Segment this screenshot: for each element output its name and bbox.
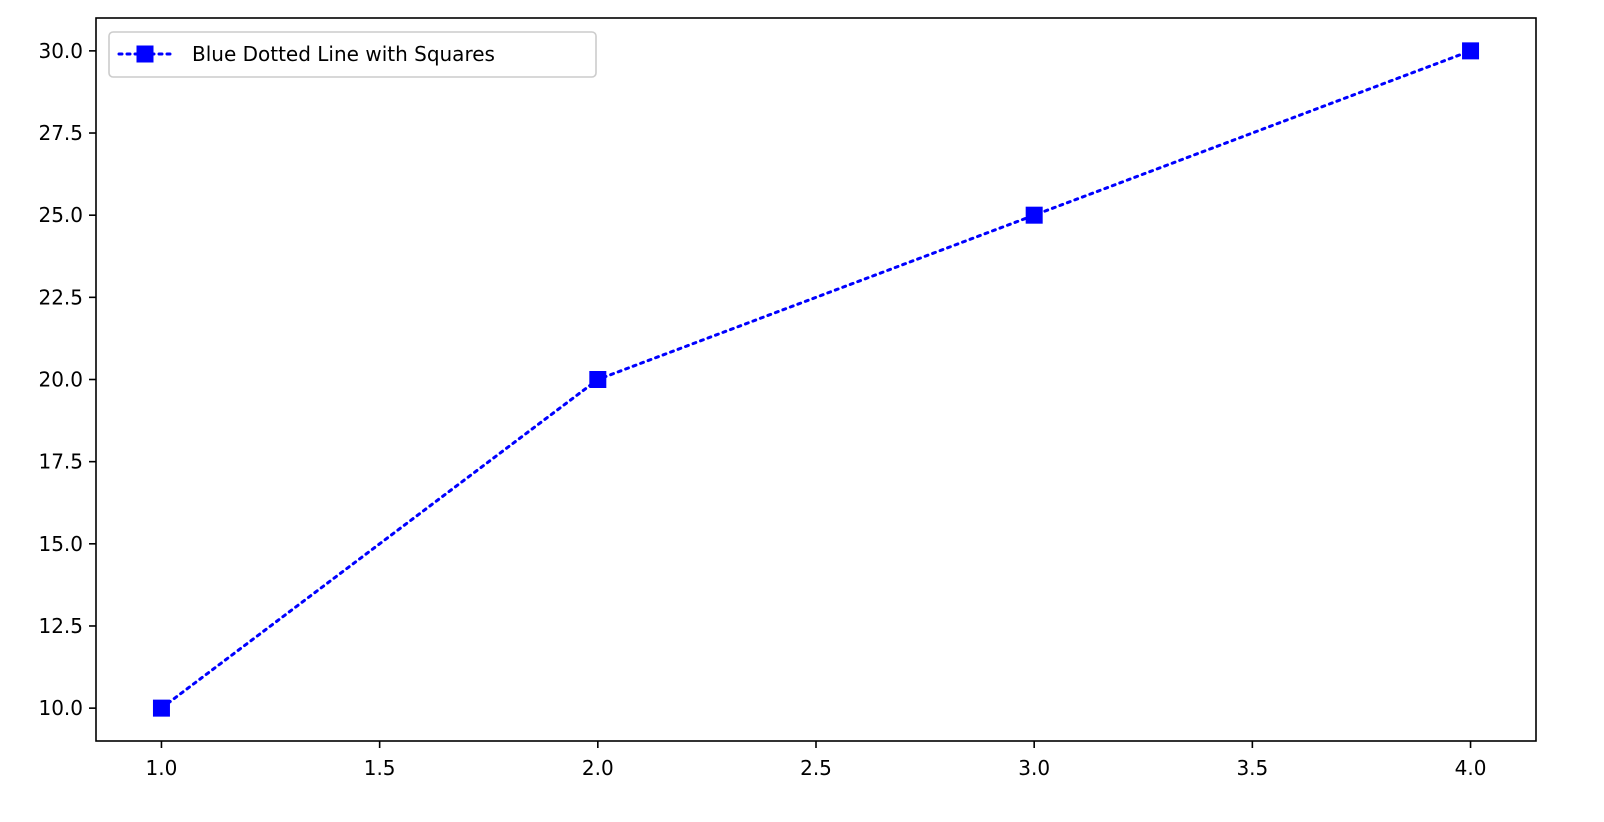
y-tick-label: 25.0	[38, 203, 83, 227]
series-layer	[152, 42, 1480, 717]
x-tick-label: 1.0	[146, 756, 178, 780]
y-tick-label: 20.0	[38, 368, 83, 392]
y-tick-label: 15.0	[38, 532, 83, 556]
x-tick-label: 2.0	[582, 756, 614, 780]
y-axis-ticks: 10.0 12.5 15.0 17.5 20.0 22.5 25.0 27.5 30.0	[38, 39, 96, 720]
legend-square-marker	[136, 45, 154, 63]
plot-area-frame	[95, 17, 1537, 742]
x-tick-label: 3.0	[1018, 756, 1050, 780]
x-tick-label: 3.5	[1236, 756, 1268, 780]
x-axis-ticks: 1.0 1.5 2.0 2.5 3.0 3.5 4.0	[146, 741, 1487, 780]
x-tick-label: 1.5	[364, 756, 396, 780]
y-tick-label: 10.0	[38, 696, 83, 720]
y-tick-label: 27.5	[38, 121, 83, 145]
y-tick-label: 22.5	[38, 285, 83, 309]
y-tick-label: 17.5	[38, 450, 83, 474]
legend-box	[108, 31, 597, 78]
data-point-marker	[1025, 206, 1043, 224]
data-point-marker	[589, 371, 607, 388]
y-tick-label: 12.5	[38, 614, 83, 638]
x-tick-label: 4.0	[1455, 756, 1487, 780]
legend: Blue Dotted Line with Squares	[108, 31, 597, 78]
x-tick-label: 2.5	[800, 756, 832, 780]
legend-label: Blue Dotted Line with Squares	[192, 42, 495, 66]
data-point-marker	[1462, 42, 1480, 60]
y-tick-label: 30.0	[38, 39, 83, 63]
series-line	[159, 49, 1473, 710]
data-point-marker	[152, 699, 170, 717]
